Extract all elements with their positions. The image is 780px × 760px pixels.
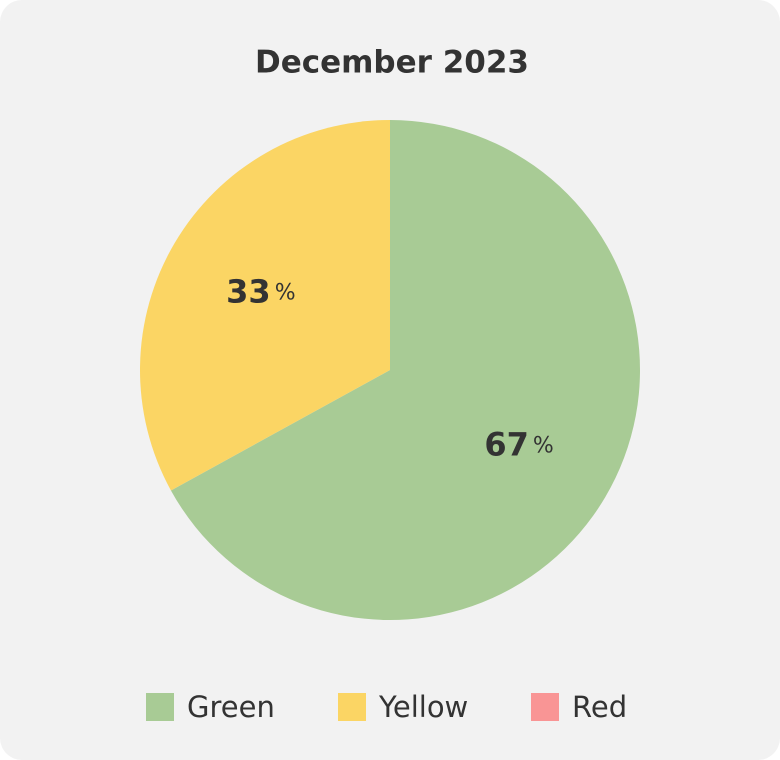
legend-label: Yellow	[378, 690, 468, 724]
legend-swatch	[531, 693, 559, 721]
slice-label-unit: %	[533, 433, 554, 458]
pie-slice	[170, 120, 640, 620]
slice-label-number: 33	[226, 273, 271, 311]
legend-swatch	[146, 693, 174, 721]
slice-label-unit: %	[275, 281, 296, 306]
slice-label-number: 67	[484, 425, 529, 463]
chart-title: December 2023	[255, 45, 529, 81]
slice-label: 67%	[484, 425, 553, 463]
pie-slice	[139, 120, 390, 491]
legend-label: Red	[572, 690, 627, 724]
slice-label: 33%	[226, 273, 295, 311]
legend-swatch	[338, 693, 366, 721]
legend-label: Green	[187, 690, 275, 724]
